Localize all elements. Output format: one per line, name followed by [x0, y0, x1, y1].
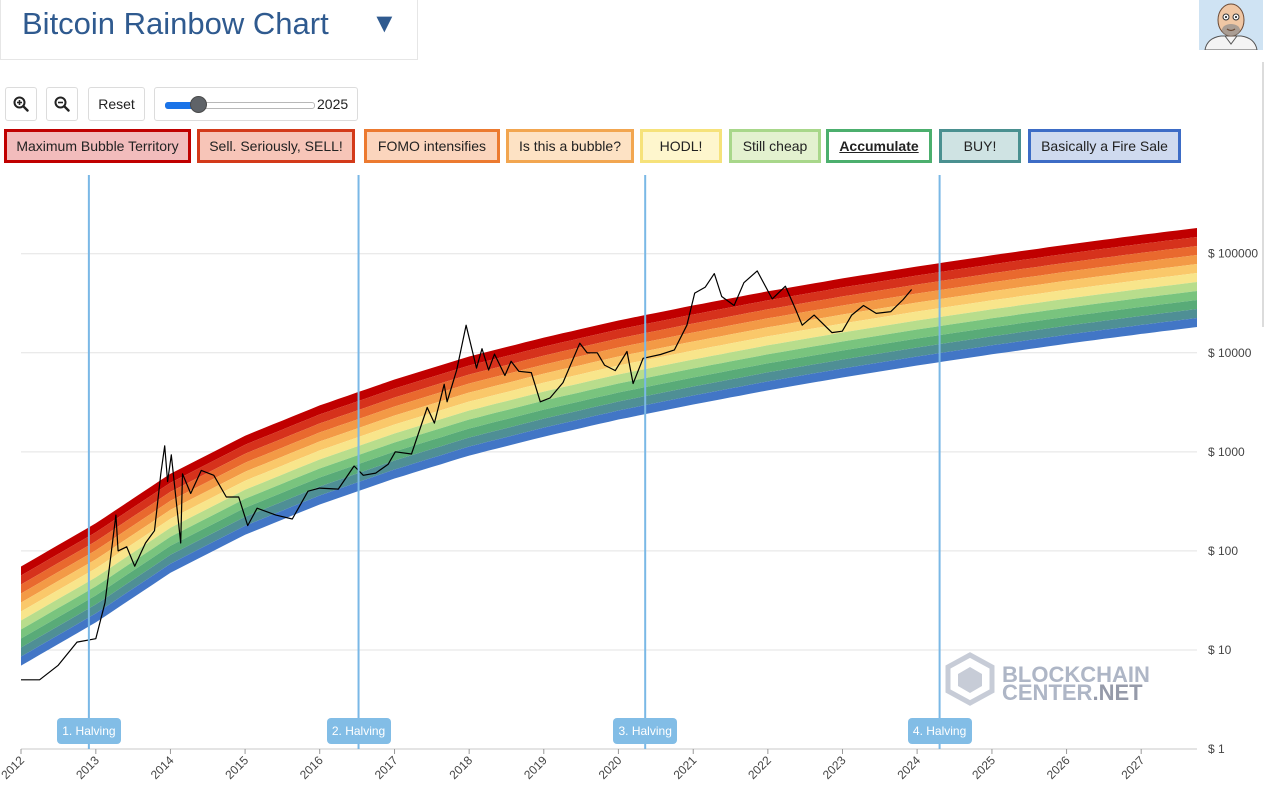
y-tick-label: $ 100000	[1208, 247, 1258, 261]
x-tick-label: 2014	[148, 753, 177, 782]
x-tick-label: 2017	[372, 753, 401, 782]
zoom-out-icon	[54, 96, 70, 112]
x-tick-label: 2027	[1119, 753, 1148, 782]
slider-fill	[165, 102, 198, 109]
y-tick-label: $ 10000	[1208, 346, 1252, 360]
x-tick-label: 2012	[0, 753, 27, 782]
year-slider[interactable]: 2025	[154, 87, 358, 121]
chart-selector[interactable]: Bitcoin Rainbow Chart ▼	[0, 0, 418, 60]
y-tick-label: $ 1000	[1208, 445, 1245, 459]
legend-item-still-cheap[interactable]: Still cheap	[729, 129, 821, 163]
legend-item-buy[interactable]: BUY!	[939, 129, 1021, 163]
x-tick-label: 2020	[596, 753, 625, 782]
slider-thumb[interactable]	[189, 96, 207, 113]
x-tick-label: 2015	[222, 753, 251, 782]
x-tick-label: 2013	[73, 753, 102, 782]
y-tick-label: $ 1	[1208, 742, 1225, 756]
x-tick-label: 2021	[671, 753, 700, 782]
blockchaincenter-logo: BLOCKCHAIN CENTER.NET	[945, 652, 1150, 706]
legend-item-fomo-intensifies[interactable]: FOMO intensifies	[364, 129, 500, 163]
watermark-line2a: CENTER	[1002, 680, 1093, 705]
x-tick-label: 2018	[446, 753, 475, 782]
x-tick-label: 2016	[297, 753, 326, 782]
y-tick-label: $ 100	[1208, 544, 1238, 558]
zoom-in-button[interactable]	[5, 87, 37, 121]
x-tick-label: 2024	[894, 753, 923, 782]
y-tick-label: $ 10	[1208, 643, 1232, 657]
legend-item-accumulate[interactable]: Accumulate	[826, 129, 932, 163]
x-tick-label: 2026	[1044, 753, 1073, 782]
x-tick-label: 2023	[820, 753, 849, 782]
zoom-in-icon	[13, 96, 29, 112]
legend-item-sell-seriously-sell[interactable]: Sell. Seriously, SELL!	[197, 129, 355, 163]
halving-label: 3. Halving	[613, 718, 678, 744]
dropdown-caret-icon[interactable]: ▼	[371, 8, 398, 38]
reset-button[interactable]: Reset	[88, 87, 145, 121]
legend-item-hodl[interactable]: HODL!	[640, 129, 722, 163]
avatar[interactable]	[1199, 0, 1263, 50]
legend-item-basically-a-fire-sale[interactable]: Basically a Fire Sale	[1028, 129, 1181, 163]
halving-label: 2. Halving	[326, 718, 391, 744]
scrollbar-edge	[1262, 62, 1264, 327]
x-tick-label: 2022	[745, 753, 774, 782]
watermark-line1: BLOCKCHAIN	[1002, 662, 1150, 687]
legend-item-is-this-a-bubble[interactable]: Is this a bubble?	[506, 129, 634, 163]
page-title: Bitcoin Rainbow Chart	[22, 6, 329, 41]
zoom-out-button[interactable]	[46, 87, 78, 121]
bitcoin-price-line	[21, 270, 913, 681]
svg-text:CENTER.NET: CENTER.NET	[1002, 680, 1143, 705]
x-tick-label: 2019	[521, 753, 550, 782]
watermark-line2b: .NET	[1092, 680, 1143, 705]
x-tick-label: 2025	[969, 753, 998, 782]
slider-year-value: 2025	[317, 96, 349, 112]
halving-label: 1. Halving	[56, 718, 121, 744]
legend-item-maximum-bubble-territory[interactable]: Maximum Bubble Territory	[4, 129, 191, 163]
halving-label: 4. Halving	[907, 718, 972, 744]
